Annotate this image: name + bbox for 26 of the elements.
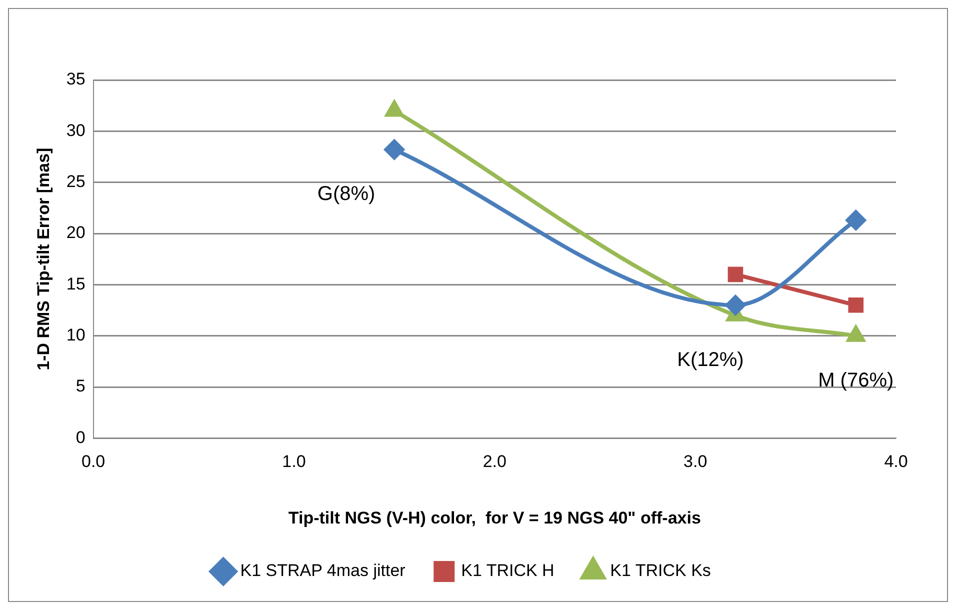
point: [384, 140, 404, 160]
x-tick-label: 2.0: [482, 452, 506, 472]
point: [848, 298, 864, 313]
annotation: M (76%): [818, 369, 894, 392]
legend-label: K1 TRICK Ks: [610, 561, 711, 580]
legend-label: K1 STRAP 4mas jitter: [240, 561, 406, 580]
point: [846, 210, 866, 230]
x-axis-title: Tip-tilt NGS (V-H) color, for V = 19 NGS 40" off-axis: [288, 508, 701, 528]
x-tick-label: 4.0: [884, 452, 908, 472]
y-axis-title: 1-D RMS Tip-tilt Error [mas]: [34, 148, 53, 370]
y-tick-label: 15: [66, 274, 86, 294]
x-tick-label: 0.0: [81, 452, 106, 472]
point: [725, 295, 746, 316]
x-tick-label: 3.0: [684, 452, 708, 472]
annotation: G(8%): [317, 183, 376, 206]
annotation: K(12%): [677, 348, 744, 371]
legend-label: K1 TRICK H: [461, 561, 554, 580]
y-tick-label: 5: [76, 376, 86, 396]
y-tick-label: 35: [66, 70, 86, 89]
y-tick-label: 20: [66, 223, 86, 242]
x-tick-label: 1.0: [282, 452, 306, 472]
y-tick-label: 0: [76, 428, 86, 447]
y-tick-label: 25: [66, 172, 86, 192]
y-tick-label: 10: [66, 326, 86, 345]
y-tick-label: 30: [66, 120, 86, 140]
point: [728, 266, 744, 282]
